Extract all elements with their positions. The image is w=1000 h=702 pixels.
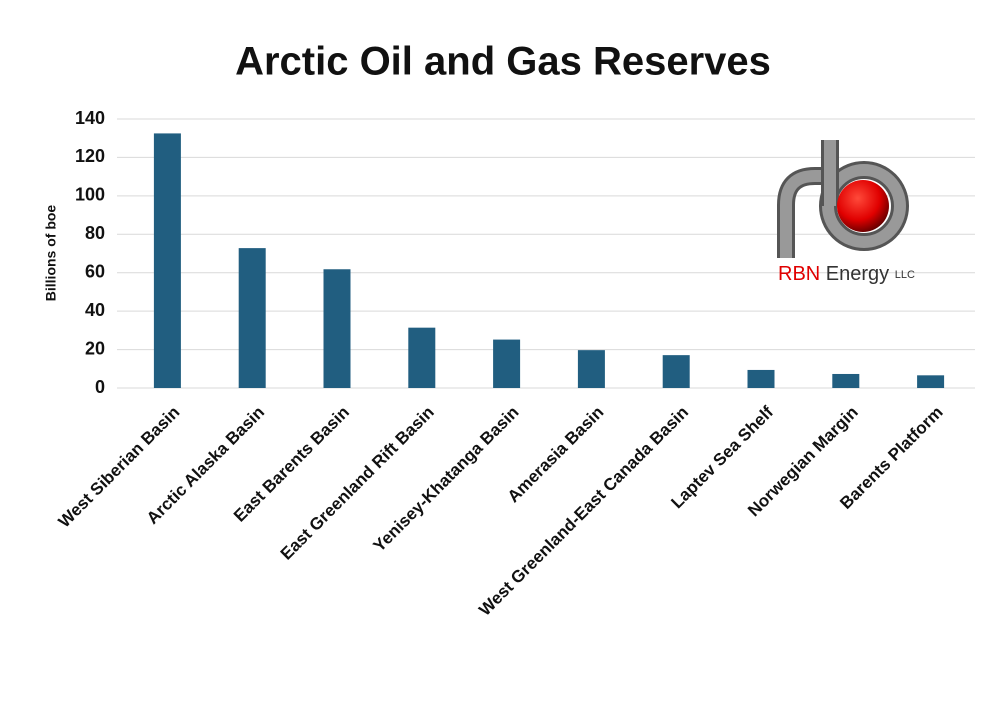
y-axis-label: Billions of boe <box>43 205 59 302</box>
y-tick-label: 0 <box>95 377 105 397</box>
x-tick-label: East Greenland Rift Basin <box>277 403 438 564</box>
x-tick-label: Yenisey-Khatanga Basin <box>370 403 523 556</box>
bar <box>662 355 690 388</box>
y-tick-label: 120 <box>75 146 105 166</box>
bar <box>577 350 605 388</box>
logo: RBN Energy LLC <box>777 140 915 285</box>
y-tick-label: 20 <box>85 338 105 358</box>
y-tick-label: 100 <box>75 185 105 205</box>
bar <box>832 373 860 388</box>
chart-title: Arctic Oil and Gas Reserves <box>235 40 771 84</box>
bar <box>238 248 266 388</box>
logo-pipe <box>780 170 830 258</box>
bar <box>153 133 181 388</box>
y-tick-label: 80 <box>85 223 105 243</box>
logo-suffix: LLC <box>895 269 915 281</box>
bar <box>493 339 521 388</box>
y-tick-label: 40 <box>85 300 105 320</box>
logo-brand: RBN <box>778 263 820 285</box>
logo-ball <box>837 180 889 232</box>
bar <box>917 375 945 388</box>
bar <box>747 369 775 388</box>
logo-text: RBN Energy LLC <box>778 263 915 285</box>
bar <box>408 327 436 388</box>
bar <box>323 269 351 388</box>
y-tick-label: 60 <box>85 261 105 281</box>
logo-name: Energy <box>826 263 889 285</box>
y-tick-label: 140 <box>75 108 105 128</box>
